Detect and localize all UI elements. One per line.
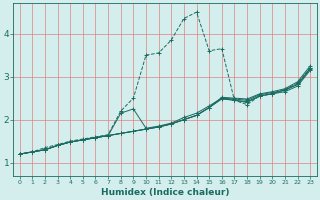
X-axis label: Humidex (Indice chaleur): Humidex (Indice chaleur)	[101, 188, 229, 197]
